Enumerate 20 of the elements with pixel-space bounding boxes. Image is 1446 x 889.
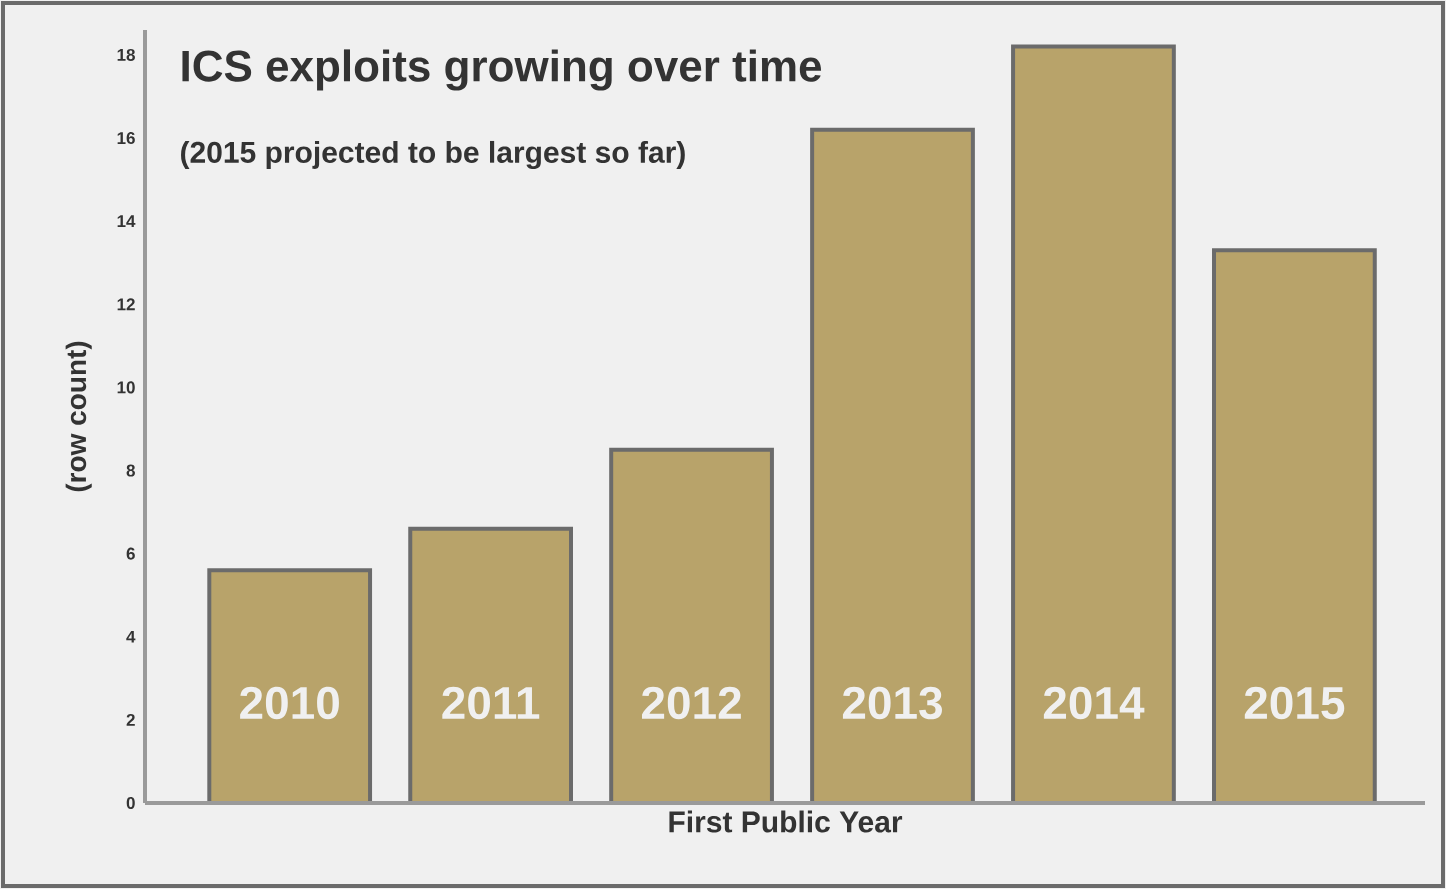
y-tick-label: 18 [117, 48, 135, 61]
x-tick-label: 2015 [1244, 686, 1345, 720]
x-tick-label: 2014 [1043, 686, 1145, 720]
x-tick-label: 2011 [442, 686, 540, 720]
y-tick-label: 0 [126, 796, 135, 810]
y-tick-label: 12 [117, 298, 135, 311]
chart-title: ICS exploits growing over time [182, 49, 822, 91]
x-axis-title: First Public Year [669, 810, 903, 833]
y-tick-label: 4 [126, 630, 136, 643]
x-tick-label: 2010 [240, 686, 339, 720]
text: (2015 projected to be largest so far) [181, 140, 685, 170]
y-tick-label: 8 [126, 464, 135, 477]
y-tick-label: 16 [117, 132, 135, 145]
y-tick-label: 2 [126, 713, 135, 726]
x-tick-label: 2013 [842, 686, 942, 720]
x-tick-label: 2012 [641, 686, 741, 720]
y-axis-title: (row count) [65, 341, 92, 492]
y-tick-label: 6 [126, 547, 135, 560]
y-tick-label: 10 [117, 381, 135, 394]
y-tick-label: 14 [117, 215, 136, 227]
